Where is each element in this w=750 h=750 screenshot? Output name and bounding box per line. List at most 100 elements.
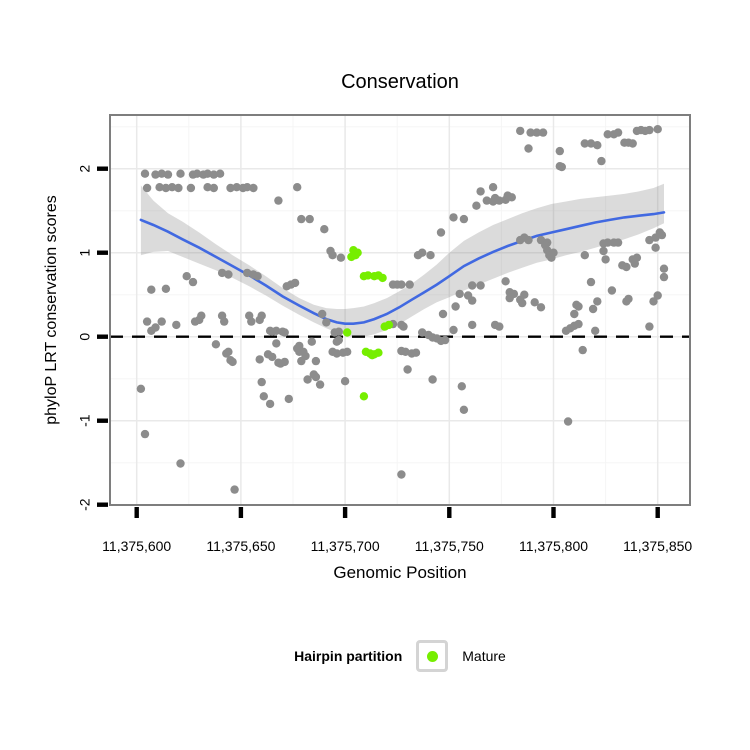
y-tick-label: -2 xyxy=(77,498,93,511)
scatter-point-other xyxy=(436,228,446,237)
legend: Hairpin partition Mature xyxy=(110,640,690,672)
scatter-point-other xyxy=(311,372,321,382)
scatter-point-other xyxy=(397,470,406,479)
scatter-point-other xyxy=(574,319,583,329)
scatter-point-other xyxy=(588,304,598,314)
x-tick-label: 11,375,700 xyxy=(311,538,380,554)
scatter-point-other xyxy=(303,375,312,384)
scatter-point-other xyxy=(538,128,548,137)
scatter-point-other xyxy=(315,380,325,389)
scatter-point-other xyxy=(651,243,660,252)
y-axis-tick xyxy=(97,502,108,507)
scatter-point-other xyxy=(520,290,529,299)
y-tick-label: 0 xyxy=(77,333,93,341)
scatter-point-other xyxy=(426,251,435,260)
scatter-point-other xyxy=(311,356,321,366)
scatter-point-other xyxy=(649,297,658,306)
scatter-point-other xyxy=(549,248,558,257)
scatter-point-mature xyxy=(363,271,373,280)
scatter-point-other xyxy=(501,277,510,286)
scatter-point-other xyxy=(530,298,539,307)
legend-key-mature xyxy=(416,640,449,672)
scatter-point-other xyxy=(151,170,160,179)
scatter-point-other xyxy=(340,377,350,386)
scatter-point-other xyxy=(459,405,469,414)
scatter-point-other xyxy=(628,139,637,148)
scatter-point-other xyxy=(495,322,504,331)
scatter-point-other xyxy=(593,297,602,306)
scatter-point-other xyxy=(203,169,212,178)
scatter-point-other xyxy=(161,284,171,293)
scatter-point-other xyxy=(247,317,256,326)
scatter-point-other xyxy=(280,328,289,337)
x-axis-tick xyxy=(238,507,244,518)
scatter-point-other xyxy=(645,125,654,135)
scatter-point-other xyxy=(197,311,206,320)
scatter-point-other xyxy=(449,213,458,222)
scatter-point-other xyxy=(459,214,469,224)
scatter-point-other xyxy=(399,322,408,331)
scatter-point-other xyxy=(140,429,150,439)
scatter-point-other xyxy=(297,214,306,224)
x-tick-label: 11,375,850 xyxy=(623,538,692,554)
scatter-point-other xyxy=(318,309,327,319)
scatter-point-other xyxy=(334,335,343,345)
scatter-point-other xyxy=(176,169,185,178)
scatter-point-other xyxy=(418,248,427,257)
scatter-point-other xyxy=(220,317,229,326)
x-tick-label: 11,375,800 xyxy=(519,538,588,554)
scatter-point-other xyxy=(182,272,191,281)
scatter-point-other xyxy=(601,255,610,264)
scatter-point-other xyxy=(232,183,241,192)
scatter-point-mature xyxy=(368,351,377,360)
scatter-point-other xyxy=(438,309,448,319)
scatter-point-other xyxy=(255,355,264,364)
scatter-point-other xyxy=(328,251,337,260)
scatter-point-other xyxy=(405,280,414,289)
scatter-point-other xyxy=(155,183,164,192)
scatter-point-other xyxy=(157,317,166,326)
scatter-point-other xyxy=(305,214,314,224)
scatter-point-other xyxy=(272,326,281,335)
x-axis-tick xyxy=(447,507,452,518)
scatter-point-other xyxy=(257,311,266,320)
scatter-point-other xyxy=(578,345,587,355)
scatter-point-other xyxy=(570,309,579,319)
y-axis-tick xyxy=(97,250,108,255)
panel-border xyxy=(109,114,691,506)
scatter-point-other xyxy=(468,296,477,305)
scatter-point-other xyxy=(580,139,589,148)
scatter-point-other xyxy=(580,251,589,260)
scatter-point-other xyxy=(167,183,177,192)
scatter-point-other xyxy=(142,317,152,326)
scatter-point-other xyxy=(591,326,600,335)
scatter-point-other xyxy=(257,377,266,387)
scatter-point-other xyxy=(186,183,196,193)
scatter-point-other xyxy=(192,169,202,178)
scatter-point-other xyxy=(613,128,623,137)
scatter-point-other xyxy=(174,183,183,193)
scatter-point-other xyxy=(468,281,477,290)
scatter-point-other xyxy=(293,183,302,192)
loess-smooth-line xyxy=(139,211,666,325)
scatter-point-other xyxy=(518,298,527,308)
x-axis-tick xyxy=(551,507,556,518)
scatter-point-other xyxy=(265,399,275,409)
scatter-point-other xyxy=(157,169,166,178)
scatter-point-other xyxy=(209,183,218,193)
scatter-point-other xyxy=(476,281,485,290)
scatter-point-other xyxy=(607,286,617,295)
scatter-point-other xyxy=(653,291,662,300)
y-tick-label: 2 xyxy=(77,165,93,173)
x-tick-label: 11,375,600 xyxy=(102,538,171,554)
scatter-point-other xyxy=(526,128,535,137)
y-axis-tick xyxy=(97,418,108,423)
scatter-point-other xyxy=(586,139,596,148)
scatter-point-other xyxy=(516,126,525,136)
scatter-point-other xyxy=(586,277,596,287)
scatter-point-other xyxy=(203,183,212,192)
scatter-point-other xyxy=(136,384,146,393)
scatter-point-other xyxy=(272,339,281,348)
confidence-band xyxy=(140,183,664,337)
